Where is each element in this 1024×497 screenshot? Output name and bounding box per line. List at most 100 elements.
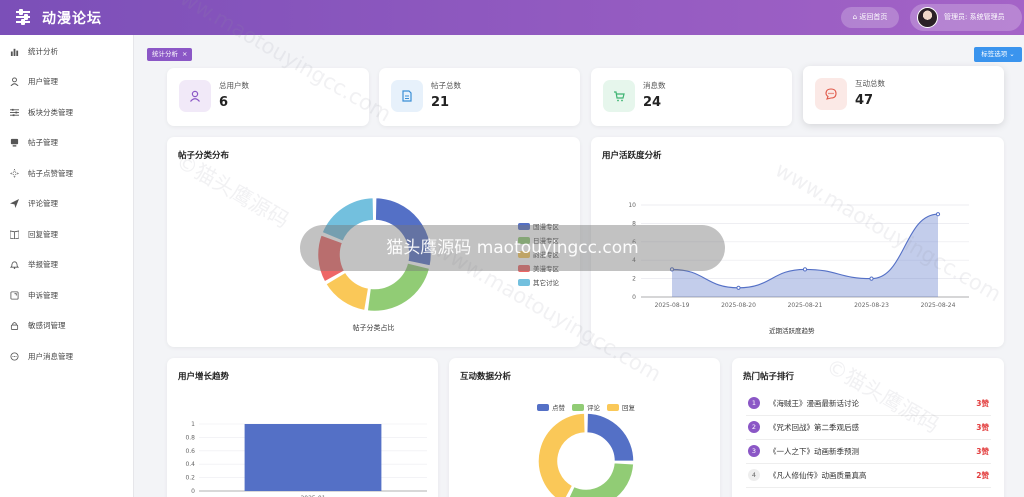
bar[interactable]: [244, 424, 382, 491]
user-growth-panel: 用户增长趋势 0 0.2 0.4 0.6 0.8 1 2025-01: [167, 358, 438, 497]
y-tick-label: 0.4: [185, 461, 195, 468]
hot-post-item[interactable]: 1 《海贼王》漫画最新话讨论 3赞: [746, 392, 991, 416]
sidebar-item-users[interactable]: 用户管理: [0, 72, 134, 92]
y-tick-label: 0.6: [185, 448, 195, 455]
panel-title: 用户活跃度分析: [602, 151, 662, 161]
stat-label: 帖子总数: [431, 81, 461, 90]
stat-label: 消息数: [643, 81, 666, 90]
legend-item[interactable]: 韵漫专区: [518, 249, 559, 259]
sidebar-item-label: 申诉管理: [28, 291, 58, 300]
y-tick-label: 2: [632, 276, 636, 283]
data-point[interactable]: [669, 267, 675, 272]
sidebar-item-stats[interactable]: 统计分析: [0, 42, 134, 62]
data-point[interactable]: [869, 276, 874, 281]
y-tick-label: 8: [632, 220, 636, 227]
area-fill: [672, 214, 938, 297]
stat-value: 21: [431, 95, 450, 110]
sidebar-item-board-category[interactable]: 板块分类管理: [0, 103, 134, 123]
interaction-donut-chart: [537, 412, 635, 497]
hot-post-item[interactable]: 3 《一人之下》动画新季预测 3赞: [746, 440, 991, 464]
tag-options-button[interactable]: 标签选项 ⌄: [974, 47, 1022, 62]
legend-item[interactable]: 其它讨论: [518, 277, 559, 287]
sidebar-item-label: 帖子管理: [28, 138, 58, 147]
stat-badge: [815, 78, 847, 110]
sidebar-item-label: 板块分类管理: [28, 108, 73, 117]
menu-toggle-icon[interactable]: [16, 9, 30, 25]
donut-slice: [568, 461, 635, 497]
y-tick-label: 1: [191, 421, 195, 428]
sidebar-item-user-messages[interactable]: 用户消息管理: [0, 347, 134, 367]
data-point[interactable]: [736, 285, 741, 290]
message-icon: [10, 352, 19, 361]
sidebar-item-posts[interactable]: 帖子管理: [0, 133, 134, 153]
hot-post-likes: 3赞: [976, 399, 989, 408]
sidebar-item-comments[interactable]: 评论管理: [0, 194, 134, 214]
legend-item[interactable]: 回复: [607, 402, 635, 412]
y-tick-label: 10: [628, 202, 636, 209]
category-distribution-panel: 帖子分类分布 国漫专区 日漫专区 韵漫专区 美漫专区 其它讨论 帖子分类占比: [167, 137, 580, 347]
stat-label: 互动总数: [855, 79, 885, 88]
chat-icon: [825, 88, 837, 100]
book-icon: [10, 230, 19, 239]
donut-slice: [324, 271, 370, 312]
hot-post-item[interactable]: 2 《咒术回战》第二季观后感 3赞: [746, 416, 991, 440]
sparkle-icon: [10, 169, 19, 178]
legend-item[interactable]: 国漫专区: [518, 221, 559, 231]
data-point[interactable]: [935, 212, 941, 217]
category-donut-chart: [316, 196, 433, 313]
x-tick-label: 2025-08-24: [921, 302, 956, 309]
user-name: 管理员: 系统管理员: [944, 13, 1005, 21]
donut-slice: [585, 412, 635, 463]
legend-item[interactable]: 美漫专区: [518, 263, 559, 273]
x-tick-label: 2025-08-19: [655, 302, 690, 309]
interaction-panel: 互动数据分析 点赞 评论 回复: [449, 358, 720, 497]
document-icon: [402, 90, 412, 102]
send-icon: [10, 199, 19, 208]
y-tick-label: 0.2: [185, 475, 195, 482]
bell-icon: [10, 261, 19, 269]
stat-card-interactions: 互动总数 47: [803, 66, 1004, 124]
panel-title: 帖子分类分布: [178, 151, 230, 161]
sidebar-item-reports[interactable]: 举报管理: [0, 255, 134, 275]
data-point[interactable]: [802, 267, 808, 272]
rank-badge: 3: [748, 445, 760, 457]
tab-label: 统计分析: [152, 50, 178, 58]
top-header: 动漫论坛 ⌂ 返回首页 管理员: 系统管理员: [0, 0, 1024, 35]
home-button[interactable]: ⌂ 返回首页: [841, 7, 899, 28]
legend-item[interactable]: 评论: [572, 402, 600, 412]
close-icon[interactable]: ×: [182, 50, 188, 58]
watermark-banner: 猫头鹰源码 maotouyingcc.com: [300, 225, 725, 271]
post-icon: [10, 138, 19, 147]
y-tick-label: 0: [191, 488, 195, 495]
activity-panel: 用户活跃度分析 0 2 4 6 8 10 2025-08-19 2025-08-20 2025-…: [591, 137, 1004, 347]
panel-title: 用户增长趋势: [178, 372, 230, 382]
hot-post-item[interactable]: 4 《凡人修仙传》动画质量真高 2赞: [746, 464, 991, 488]
appeal-icon: [10, 291, 19, 300]
user-menu[interactable]: 管理员: 系统管理员: [910, 4, 1022, 31]
x-tick-label: 2025-08-20: [721, 302, 756, 309]
user-icon: [10, 77, 19, 86]
y-tick-label: 6: [632, 239, 636, 246]
sidebar-item-post-likes[interactable]: 帖子点赞管理: [0, 164, 134, 184]
hot-post-likes: 2赞: [976, 471, 989, 480]
y-tick-label: 4: [632, 257, 636, 264]
rank-badge: 2: [748, 421, 760, 433]
legend-item[interactable]: 点赞: [537, 402, 565, 412]
sidebar-item-appeals[interactable]: 申诉管理: [0, 286, 134, 306]
tab-stats[interactable]: 统计分析 ×: [147, 48, 193, 61]
rank-badge: 1: [748, 397, 760, 409]
stat-value: 24: [643, 95, 662, 110]
sidebar-item-label: 举报管理: [28, 260, 58, 269]
sidebar-item-sensitive-words[interactable]: 敏感词管理: [0, 316, 134, 336]
sliders-icon: [10, 108, 19, 117]
chart-caption: 近期活跃度趋势: [769, 327, 815, 335]
user-icon: [190, 90, 200, 102]
x-tick-label: 2025-08-21: [788, 302, 823, 309]
app-title: 动漫论坛: [42, 11, 102, 27]
hot-post-likes: 3赞: [976, 447, 989, 456]
sidebar-item-replies[interactable]: 回复管理: [0, 225, 134, 245]
x-tick-label: 2025-08-23: [854, 302, 889, 309]
sidebar-item-label: 统计分析: [28, 47, 58, 56]
legend-item[interactable]: 日漫专区: [518, 235, 559, 245]
sidebar-item-label: 用户管理: [28, 77, 58, 86]
